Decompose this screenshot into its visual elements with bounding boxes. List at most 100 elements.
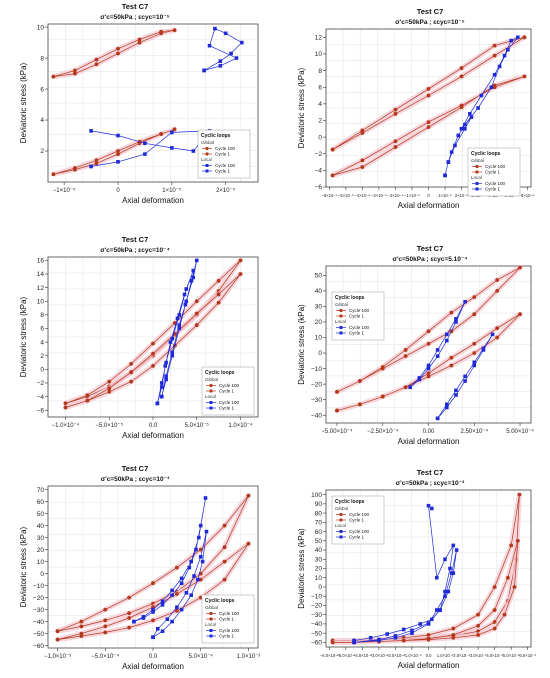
legend-entry-label: Cycle 1 [219, 389, 235, 394]
data-point [155, 627, 160, 631]
x-tick-label: 5.00×10⁻⁴ [506, 428, 534, 435]
x-tick-label: −4.0×10⁻³ [353, 653, 373, 658]
x-tick-label: −4×10⁻⁵ [354, 193, 370, 198]
y-axis-label: Deviatoric stress (kPa) [297, 528, 306, 609]
data-point [132, 619, 136, 624]
y-tick-label: 10 [315, 335, 323, 342]
y-tick-label: 10 [37, 559, 45, 566]
data-point [116, 133, 120, 138]
data-point [426, 366, 431, 371]
data-point [443, 594, 447, 599]
data-point [426, 120, 431, 125]
data-point [170, 353, 175, 358]
chart-panel-6: −6.0×10⁻³−5.0×10⁻³−4.0×10⁻³−3.0×10⁻³−2.0… [297, 468, 537, 670]
data-point [403, 348, 408, 352]
data-point [184, 299, 189, 304]
data-point [435, 348, 440, 352]
legend-swatch-marker [339, 326, 343, 329]
data-point [360, 158, 365, 163]
data-point [463, 122, 467, 127]
data-point [454, 320, 458, 324]
y-tick-label: 60 [37, 499, 45, 506]
data-point [443, 589, 447, 594]
x-tick-label: 0.0 [149, 423, 158, 429]
data-point [222, 559, 227, 564]
y-axis-label: Deviatoric stress (kPa) [297, 304, 306, 385]
data-point [191, 268, 196, 273]
data-point [246, 541, 251, 546]
data-point [518, 265, 522, 270]
data-point [94, 62, 99, 67]
x-tick-label: −6×10⁻⁵ [321, 193, 337, 198]
legend-group-label: Local [471, 175, 483, 180]
data-point [163, 364, 168, 368]
legend-swatch-marker [205, 146, 209, 151]
data-point [116, 149, 120, 153]
data-point [522, 35, 527, 40]
legend-swatch-marker [205, 169, 209, 173]
data-point [107, 379, 112, 384]
y-tick-label: 20 [37, 547, 45, 554]
data-point [438, 608, 442, 612]
data-point [151, 351, 155, 356]
legend-entry-label: Cycle 100 [349, 325, 370, 330]
y-tick-label: −10 [311, 593, 322, 600]
data-point [472, 341, 477, 346]
x-tick-label: 1.0×10⁻³ [237, 654, 261, 660]
x-tick-label: −5.00×10⁻⁴ [321, 428, 353, 435]
data-point [459, 66, 464, 70]
y-tick-label: −30 [311, 612, 322, 619]
data-point [502, 53, 507, 58]
data-point [172, 28, 177, 33]
data-point [159, 385, 164, 389]
data-point [401, 627, 406, 632]
data-point [175, 316, 180, 321]
data-point [151, 581, 155, 586]
legend-group-label: Global [205, 605, 219, 610]
y-tick-label: 90 [315, 501, 323, 508]
data-point [218, 64, 223, 68]
data-point [168, 340, 173, 344]
data-point [159, 381, 164, 385]
y-tick-label: 0 [40, 367, 44, 374]
data-point [51, 172, 56, 177]
data-point [89, 129, 93, 133]
legend-group-label: Global [335, 302, 349, 307]
y-tick-label: 30 [37, 535, 45, 542]
data-point [430, 506, 434, 511]
legend-entry-label: Cycle 1 [349, 518, 365, 523]
series-line [461, 36, 519, 130]
y-tick-label: −50 [311, 630, 322, 637]
data-point [481, 346, 486, 351]
y-tick-label: 20 [315, 566, 323, 573]
data-point [449, 310, 454, 315]
y-tick-label: −10 [33, 583, 44, 590]
data-point [393, 635, 398, 640]
legend-swatch-marker [339, 535, 343, 539]
data-point [426, 371, 431, 376]
data-point [155, 401, 160, 406]
x-tick-label: −2.50×10⁻⁴ [367, 428, 399, 435]
data-point [426, 93, 431, 98]
x-tick-label: −1×10⁻⁵ [53, 187, 76, 194]
data-point [213, 26, 217, 31]
y-tick-label: 4 [40, 117, 44, 124]
legend-entry-label: Cycle 1 [219, 617, 235, 622]
data-point [177, 323, 182, 327]
y-tick-label: 0 [318, 350, 322, 357]
legend-swatch-marker [339, 308, 343, 313]
legend-title: Cyclic loops [471, 151, 501, 157]
data-point [222, 523, 227, 528]
data-point [385, 632, 389, 636]
data-point [189, 559, 193, 564]
legend-group-label: Local [205, 394, 217, 399]
y-tick-label: 50 [315, 273, 323, 280]
data-point [129, 379, 134, 384]
data-point [151, 618, 155, 623]
data-point [151, 364, 155, 368]
y-axis-label: Deviatoric stress (kPa) [297, 67, 306, 148]
legend-entry-label: Cycle 100 [349, 308, 370, 313]
chart-subtitle: σ'c=50kPa ; εcyc=10⁻⁵ [100, 14, 169, 21]
y-tick-label: 40 [37, 523, 45, 530]
